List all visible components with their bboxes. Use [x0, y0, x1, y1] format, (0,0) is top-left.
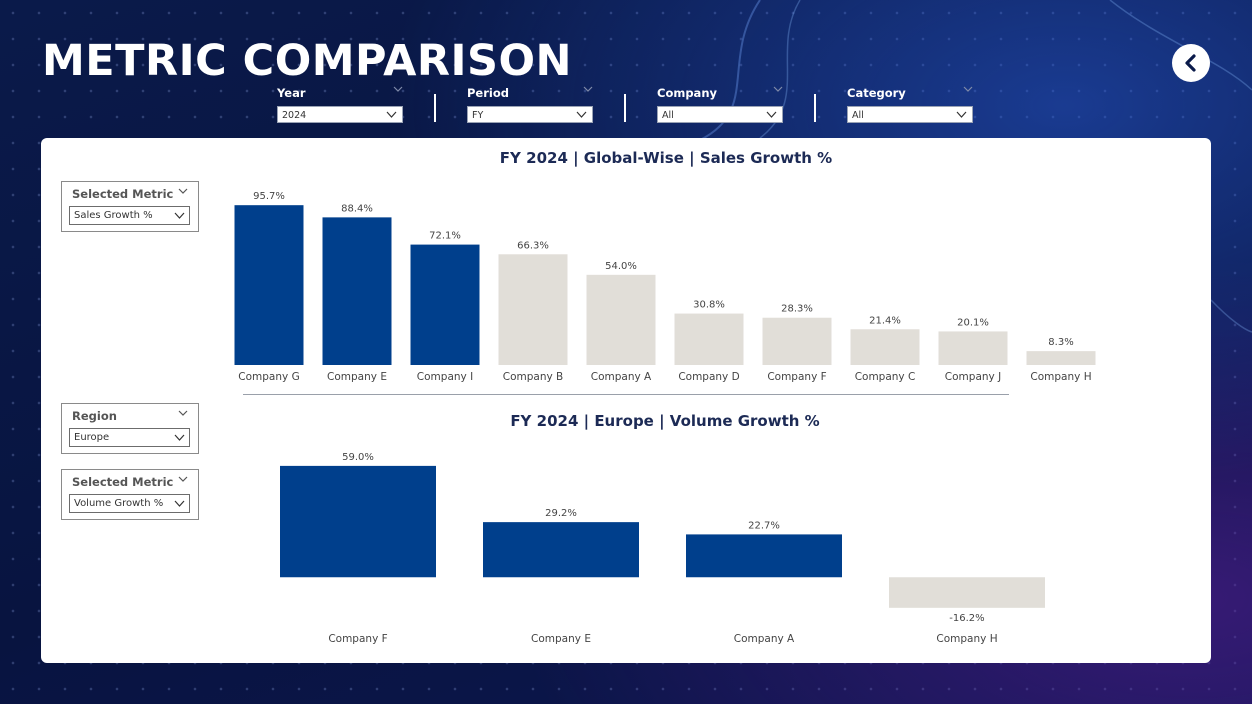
chart-divider — [243, 394, 1009, 395]
sales-growth-bar-chart: 95.7% Company G 88.4% Company E 72.1% Company… — [234, 191, 1096, 383]
filter-year: Year 2024 — [277, 86, 403, 123]
category-label: Company H — [1030, 371, 1091, 383]
filter-category-value: All — [852, 110, 864, 121]
bar-company-i[interactable] — [410, 244, 480, 365]
chevron-down-icon — [766, 111, 777, 118]
chart2-title: FY 2024 | Europe | Volume Growth % — [510, 412, 820, 430]
category-label: Company H — [936, 633, 997, 645]
chevron-down-icon[interactable] — [178, 476, 188, 482]
chevron-down-icon — [956, 111, 967, 118]
category-label: Company G — [238, 371, 299, 383]
data-label: 72.1% — [429, 231, 461, 242]
region-value: Europe — [74, 432, 110, 443]
filter-category-label: Category — [847, 86, 906, 100]
filter-company-value: All — [662, 110, 674, 121]
category-label: Company F — [767, 371, 826, 383]
charts-panel: FY 2024 | Global-Wise | Sales Growth % S… — [41, 138, 1211, 663]
bar-company-a[interactable] — [586, 274, 656, 365]
filter-period-dropdown[interactable]: FY — [467, 106, 593, 123]
data-label: 20.1% — [957, 317, 989, 328]
selected-metric-value: Volume Growth % — [74, 498, 164, 509]
filter-category-dropdown[interactable]: All — [847, 106, 973, 123]
data-label: 88.4% — [341, 203, 373, 214]
filter-separator — [624, 94, 626, 122]
data-label: 59.0% — [342, 452, 374, 463]
category-label: Company D — [678, 371, 739, 383]
selected-metric-value: Sales Growth % — [74, 210, 153, 221]
bar-company-e[interactable] — [483, 522, 639, 578]
chevron-down-icon[interactable] — [963, 86, 973, 92]
chart1-title: FY 2024 | Global-Wise | Sales Growth % — [499, 149, 833, 167]
bar-company-g[interactable] — [234, 205, 304, 365]
bar-company-f[interactable] — [762, 317, 832, 365]
bar-company-c[interactable] — [850, 329, 920, 365]
bar-company-h[interactable] — [889, 577, 1045, 608]
chevron-down-icon[interactable] — [178, 410, 188, 416]
category-label: Company I — [417, 371, 473, 383]
data-label: 8.3% — [1048, 337, 1073, 348]
selected-metric-dropdown[interactable]: Sales Growth % — [69, 206, 190, 225]
data-label: 22.7% — [748, 520, 780, 531]
bar-company-d[interactable] — [674, 313, 744, 365]
bar-company-a[interactable] — [686, 534, 842, 578]
filter-separator — [814, 94, 816, 122]
data-label: 28.3% — [781, 304, 813, 315]
filter-period-label: Period — [467, 86, 509, 100]
category-label: Company E — [327, 371, 387, 383]
selected-metric-slicer: Selected Metric Sales Growth % — [61, 181, 199, 232]
chevron-down-icon — [576, 111, 587, 118]
filter-separator — [434, 94, 436, 122]
selected-metric-label: Selected Metric — [72, 187, 174, 201]
data-label: 66.3% — [517, 240, 549, 251]
category-label: Company A — [591, 371, 652, 383]
selected-metric-slicer-2: Selected Metric Volume Growth % — [61, 469, 199, 520]
category-label: Company F — [328, 633, 387, 645]
data-label: 95.7% — [253, 191, 285, 202]
volume-growth-bar-chart: 59.0% Company F 29.2% Company E 22.7% Company… — [280, 452, 1045, 645]
filter-period: Period FY — [467, 86, 593, 123]
chevron-down-icon — [174, 434, 185, 441]
category-label: Company A — [734, 633, 795, 645]
data-label: 30.8% — [693, 300, 725, 311]
bar-company-e[interactable] — [322, 217, 392, 365]
bar-company-f[interactable] — [280, 465, 436, 578]
filter-period-value: FY — [472, 110, 484, 121]
chevron-down-icon[interactable] — [773, 86, 783, 92]
data-label: -16.2% — [949, 613, 984, 624]
category-label: Company C — [855, 371, 916, 383]
bar-company-b[interactable] — [498, 254, 568, 365]
filter-company-label: Company — [657, 86, 717, 100]
region-dropdown[interactable]: Europe — [69, 428, 190, 447]
chevron-down-icon[interactable] — [178, 188, 188, 194]
filter-year-label: Year — [277, 86, 306, 100]
bar-company-h[interactable] — [1026, 351, 1096, 365]
category-label: Company J — [945, 371, 1001, 383]
filter-company: Company All — [657, 86, 783, 123]
filter-year-value: 2024 — [282, 110, 307, 121]
selected-metric-dropdown[interactable]: Volume Growth % — [69, 494, 190, 513]
chevron-down-icon[interactable] — [583, 86, 593, 92]
category-label: Company B — [503, 371, 564, 383]
chevron-left-icon — [1185, 54, 1196, 72]
back-button[interactable] — [1172, 44, 1210, 82]
chevron-down-icon — [386, 111, 397, 118]
category-label: Company E — [531, 633, 591, 645]
data-label: 54.0% — [605, 261, 637, 272]
region-label: Region — [72, 409, 117, 423]
selected-metric-label: Selected Metric — [72, 475, 174, 489]
filter-year-dropdown[interactable]: 2024 — [277, 106, 403, 123]
chevron-down-icon — [174, 500, 185, 507]
data-label: 21.4% — [869, 315, 901, 326]
page-title: METRIC COMPARISON — [42, 36, 573, 86]
data-label: 29.2% — [545, 508, 577, 519]
filter-company-dropdown[interactable]: All — [657, 106, 783, 123]
filter-category: Category All — [847, 86, 973, 123]
chevron-down-icon[interactable] — [393, 86, 403, 92]
chevron-down-icon — [174, 212, 185, 219]
bar-company-j[interactable] — [938, 331, 1008, 365]
region-slicer: Region Europe — [61, 403, 199, 454]
